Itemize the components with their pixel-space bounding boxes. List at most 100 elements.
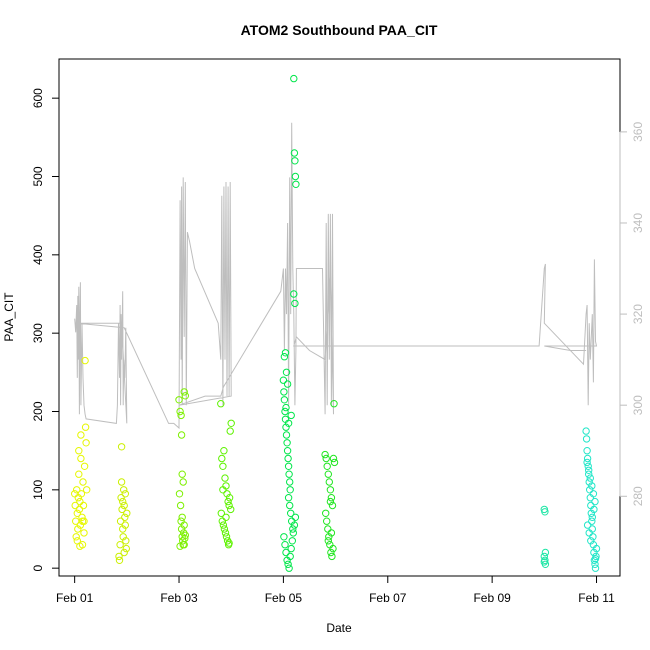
data-point xyxy=(177,525,186,533)
y-tick-label-left: 300 xyxy=(31,323,45,343)
data-point xyxy=(222,513,230,521)
data-point xyxy=(322,509,330,517)
data-point xyxy=(221,474,229,482)
data-point xyxy=(83,486,91,494)
data-point xyxy=(587,509,595,517)
data-point xyxy=(287,411,295,420)
data-point xyxy=(541,548,550,557)
data-point xyxy=(284,494,293,502)
y-tick-label-right: 340 xyxy=(631,213,645,233)
data-point xyxy=(284,560,292,568)
data-point xyxy=(71,501,79,510)
data-point xyxy=(285,470,293,478)
data-point xyxy=(583,521,592,529)
plot-frame xyxy=(58,58,621,577)
data-point xyxy=(280,533,288,541)
data-point xyxy=(227,505,235,514)
data-point xyxy=(587,537,595,545)
data-point xyxy=(323,517,331,525)
data-point xyxy=(281,349,290,357)
data-point xyxy=(121,513,129,521)
data-point xyxy=(116,541,124,549)
data-point xyxy=(291,172,300,181)
data-point xyxy=(121,521,130,529)
x-tick-label: Feb 03 xyxy=(160,591,198,605)
data-point xyxy=(586,486,594,494)
data-point xyxy=(175,396,183,404)
data-point xyxy=(75,447,83,455)
data-point xyxy=(279,376,288,384)
data-point xyxy=(324,470,332,478)
data-point xyxy=(289,525,297,533)
y-axis-label: PAA_CIT xyxy=(2,292,16,342)
data-point xyxy=(81,423,90,431)
data-point xyxy=(290,149,299,157)
data-point xyxy=(329,544,337,553)
data-point xyxy=(119,525,127,533)
data-point xyxy=(283,439,291,447)
x-tick-label: Feb 07 xyxy=(369,591,407,605)
data-point xyxy=(285,564,293,572)
data-point xyxy=(585,466,593,474)
y-tick-label-right: 300 xyxy=(631,395,645,415)
data-point xyxy=(119,497,127,506)
data-point xyxy=(222,533,231,541)
data-point xyxy=(327,529,336,537)
data-point xyxy=(220,447,228,455)
data-point xyxy=(81,356,89,365)
data-point xyxy=(281,541,289,549)
data-point xyxy=(327,548,335,557)
data-point xyxy=(585,529,593,537)
data-point xyxy=(280,353,289,361)
data-point xyxy=(291,299,299,308)
data-point xyxy=(282,431,291,439)
data-point xyxy=(77,431,85,439)
data-point xyxy=(217,400,225,408)
data-point xyxy=(180,521,188,529)
data-point xyxy=(281,407,289,416)
data-point xyxy=(77,490,86,498)
data-point xyxy=(286,486,294,494)
data-point xyxy=(79,478,87,486)
data-point xyxy=(181,531,190,539)
data-point xyxy=(326,486,335,494)
y-tick-label-left: 500 xyxy=(31,166,45,186)
data-point xyxy=(117,478,126,486)
data-point xyxy=(282,548,290,557)
data-point xyxy=(218,517,227,525)
data-point xyxy=(540,558,548,566)
data-point xyxy=(590,505,598,514)
data-point xyxy=(284,419,293,427)
data-point xyxy=(322,454,330,463)
data-point xyxy=(590,556,599,564)
data-point xyxy=(540,552,548,561)
data-point xyxy=(583,454,592,463)
data-point xyxy=(582,427,590,435)
data-point xyxy=(290,290,298,298)
x-tick-label: Feb 05 xyxy=(265,591,303,605)
data-point xyxy=(225,539,233,547)
data-point xyxy=(120,501,128,510)
data-point xyxy=(176,501,185,510)
data-point xyxy=(287,509,295,517)
data-point xyxy=(225,501,233,510)
data-point xyxy=(283,380,292,388)
data-point xyxy=(324,525,332,533)
data-point xyxy=(221,529,230,537)
data-point xyxy=(180,388,188,396)
data-point xyxy=(591,555,600,563)
y-tick-label-right: 360 xyxy=(631,122,645,142)
data-point xyxy=(77,454,85,463)
data-point xyxy=(116,517,125,525)
data-point xyxy=(591,560,599,568)
y-tick-label-right: 280 xyxy=(631,486,645,506)
data-point xyxy=(330,458,339,467)
data-point xyxy=(178,470,186,478)
data-point xyxy=(591,497,599,506)
data-point xyxy=(82,439,90,447)
data-point xyxy=(287,544,295,553)
data-point xyxy=(121,490,130,498)
data-point xyxy=(589,490,598,498)
data-point xyxy=(326,497,335,506)
data-point xyxy=(72,533,80,541)
